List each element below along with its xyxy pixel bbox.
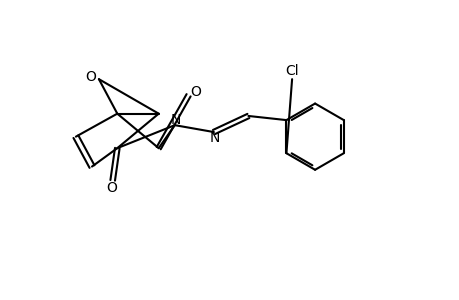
Text: O: O <box>85 70 96 84</box>
Text: O: O <box>190 85 201 99</box>
Text: O: O <box>106 181 117 195</box>
Text: N: N <box>170 112 180 127</box>
Text: Cl: Cl <box>285 64 298 78</box>
Text: N: N <box>209 131 219 146</box>
